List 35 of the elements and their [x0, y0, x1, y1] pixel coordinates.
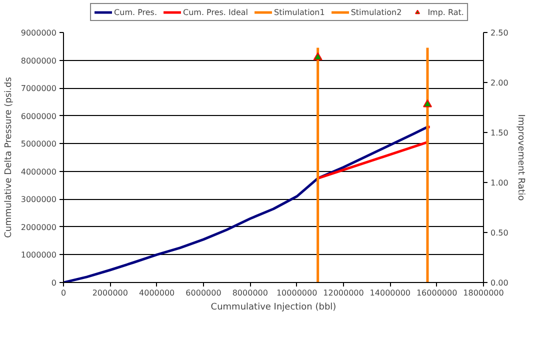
y2-tick-label: 2.50: [490, 28, 508, 38]
legend-label: Stimulation2: [350, 7, 402, 17]
legend-label: Cum. Pres. Ideal: [183, 7, 248, 17]
line-series: [64, 126, 429, 282]
y-tick-label: 8000000: [20, 56, 57, 66]
y-tick-label: 7000000: [20, 84, 57, 94]
x-tick-label: 4000000: [139, 288, 175, 298]
x-tick-label: 14000000: [370, 288, 411, 298]
x-tick-label: 6000000: [186, 288, 222, 298]
y2-tick-label: 0.00: [490, 278, 508, 288]
y-tick-label: 0: [51, 278, 57, 288]
y2-tick-label: 0.50: [490, 228, 508, 238]
y-tick-label: 6000000: [20, 112, 57, 121]
legend-label: Cum. Pres.: [114, 7, 157, 17]
x-tick-label: 0: [60, 288, 66, 298]
y-tick-label: 1000000: [20, 250, 57, 260]
y-tick-label: 9000000: [20, 28, 57, 38]
y-axis-title: Cummulative Delta Pressure (psi.ds: [4, 76, 14, 238]
x-axis-title: Cummulative Injection (bbl): [210, 302, 336, 312]
x-tick-label: 8000000: [232, 288, 268, 298]
legend-label: Imp. Rat.: [428, 7, 464, 17]
y-tick-label: 2000000: [20, 222, 57, 232]
x-tick-label: 16000000: [416, 288, 458, 298]
y2-tick-label: 1.00: [490, 178, 508, 188]
x-tick-label: 18000000: [463, 288, 504, 298]
x-tick-label: 12000000: [323, 288, 364, 298]
y-tick-label: 5000000: [20, 140, 57, 149]
x-tick-label: 2000000: [92, 288, 128, 298]
y2-axis-title: Improvement Ratio: [515, 114, 526, 202]
y2-tick-label: 2.00: [490, 78, 508, 88]
y-tick-label: 4000000: [20, 167, 57, 176]
x-tick-label: 10000000: [276, 288, 318, 298]
legend-label: Stimulation1: [274, 7, 325, 17]
y-tick-label: 3000000: [20, 195, 57, 204]
y2-tick-label: 1.50: [490, 128, 508, 138]
